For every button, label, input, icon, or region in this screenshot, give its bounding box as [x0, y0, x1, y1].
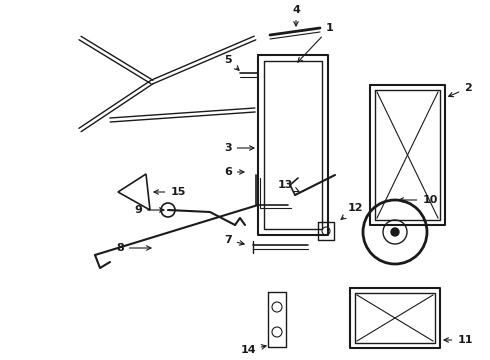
Text: 2: 2: [449, 83, 472, 97]
Text: 1: 1: [298, 23, 334, 62]
Text: 11: 11: [444, 335, 473, 345]
Text: 6: 6: [224, 167, 244, 177]
Text: 12: 12: [341, 203, 363, 220]
Text: 9: 9: [134, 205, 164, 215]
Text: 14: 14: [240, 345, 266, 355]
Text: 7: 7: [224, 235, 244, 245]
Text: 5: 5: [224, 55, 239, 70]
Text: 15: 15: [154, 187, 186, 197]
Text: 13: 13: [277, 180, 299, 192]
Text: 3: 3: [224, 143, 254, 153]
Circle shape: [391, 228, 399, 236]
Text: 10: 10: [399, 195, 438, 205]
Text: 4: 4: [292, 5, 300, 26]
Text: 8: 8: [116, 243, 151, 253]
